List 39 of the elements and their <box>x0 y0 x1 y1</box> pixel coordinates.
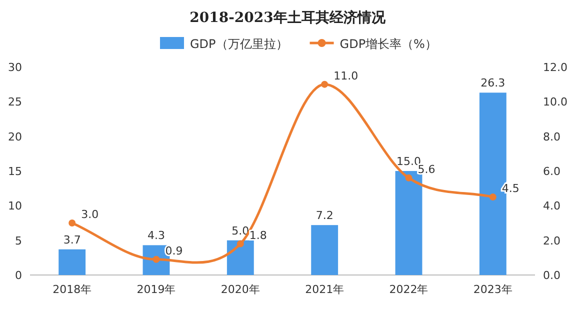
y2-tick-label: 6.0 <box>543 165 560 178</box>
y-tick-label: 30 <box>8 61 22 74</box>
bar <box>226 240 254 275</box>
x-tick-label: 2022年 <box>389 283 428 296</box>
data-label: 11.0 <box>334 69 358 82</box>
data-label: 7.2 <box>316 209 334 222</box>
x-tick-label: 2020年 <box>220 283 260 296</box>
point <box>489 194 496 200</box>
y2-tick-label: 10.0 <box>543 96 568 109</box>
data-label: 3.7 <box>63 233 81 246</box>
data-label: 3.0 <box>81 208 99 221</box>
y-tick-label: 25 <box>8 96 22 109</box>
bar <box>58 249 86 275</box>
x-tick-label: 2021年 <box>305 283 344 296</box>
x-tick-label: 2019年 <box>136 283 176 296</box>
legend-label: GDP（万亿里拉） <box>190 37 288 51</box>
legend-label: GDP增长率（%） <box>340 37 437 51</box>
point <box>236 240 244 248</box>
data-label: 4.3 <box>148 229 165 242</box>
chart-title: 2018-2023年土耳其经济情况 <box>190 9 386 26</box>
y2-tick-label: 8.0 <box>543 130 560 144</box>
y-tick-label: 15 <box>8 165 22 178</box>
y2-tick-label: 12.0 <box>543 61 568 74</box>
y-tick-label: 5 <box>15 234 22 248</box>
data-label: 1.8 <box>249 228 267 242</box>
x-tick-label: 2018年 <box>52 283 92 296</box>
data-label: 26.3 <box>480 76 506 90</box>
y2-tick-label: 2.0 <box>543 234 560 248</box>
data-label: 5.6 <box>418 162 436 176</box>
y-tick-label: 0 <box>15 269 22 282</box>
y2-tick-label: 0.0 <box>543 269 560 282</box>
y-tick-label: 10 <box>8 200 22 213</box>
y2-tick-label: 4.0 <box>543 200 560 213</box>
point <box>68 220 76 226</box>
point <box>405 174 412 182</box>
bar <box>311 225 338 275</box>
point <box>321 80 328 88</box>
y-tick-label: 20 <box>8 130 22 144</box>
x-tick-label: 2023年 <box>473 283 512 296</box>
